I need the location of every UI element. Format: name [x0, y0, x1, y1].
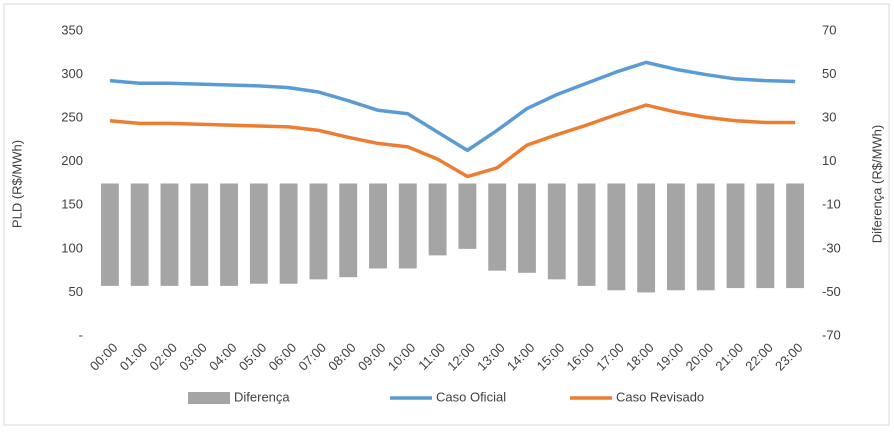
bar	[458, 183, 477, 249]
y2-tick-label: 10	[822, 153, 836, 168]
bar	[249, 183, 268, 284]
y-axis-title: PLD (R$/MWh)	[9, 140, 24, 228]
bar	[309, 183, 328, 280]
bar	[100, 183, 119, 286]
bar	[607, 183, 626, 291]
bar	[637, 183, 656, 293]
bar	[488, 183, 507, 271]
bar	[726, 183, 745, 289]
bar	[547, 183, 566, 280]
y-tick-label: 100	[61, 240, 83, 255]
legend-label: Diferença	[234, 389, 290, 404]
legend-swatch	[188, 392, 230, 404]
bar	[160, 183, 179, 286]
line	[109, 103, 796, 179]
legend-label: Caso Revisado	[616, 389, 704, 404]
y-tick-label: 50	[69, 284, 83, 299]
bar	[577, 183, 596, 286]
y2-axis-title: Diferença (R$/MWh)	[869, 125, 884, 243]
bar	[279, 183, 298, 284]
y-tick-label: 200	[61, 153, 83, 168]
bar	[220, 183, 238, 286]
y2-tick-label: -10	[822, 197, 841, 212]
bar	[369, 183, 387, 269]
y2-tick-label: -50	[822, 284, 841, 299]
y2-tick-label: 70	[822, 22, 836, 37]
bar	[696, 183, 715, 291]
legend-label: Caso Oficial	[436, 389, 506, 404]
bar	[339, 183, 358, 278]
y-tick-label: 250	[61, 110, 83, 125]
y2-tick-label: -30	[822, 240, 841, 255]
bar	[428, 183, 447, 256]
line	[109, 60, 796, 153]
bar	[756, 183, 775, 289]
y-tick-label: -	[79, 327, 83, 342]
bar	[130, 183, 149, 286]
y2-tick-label: -70	[822, 327, 841, 342]
bar	[786, 183, 805, 289]
bar	[398, 183, 417, 269]
y-tick-label: 350	[61, 22, 83, 37]
bar	[518, 183, 536, 273]
y2-tick-label: 50	[822, 66, 836, 81]
y-tick-label: 150	[61, 197, 83, 212]
y2-tick-label: 30	[822, 110, 836, 125]
bar	[190, 183, 209, 286]
y-tick-label: 300	[61, 66, 83, 81]
bar	[667, 183, 685, 291]
